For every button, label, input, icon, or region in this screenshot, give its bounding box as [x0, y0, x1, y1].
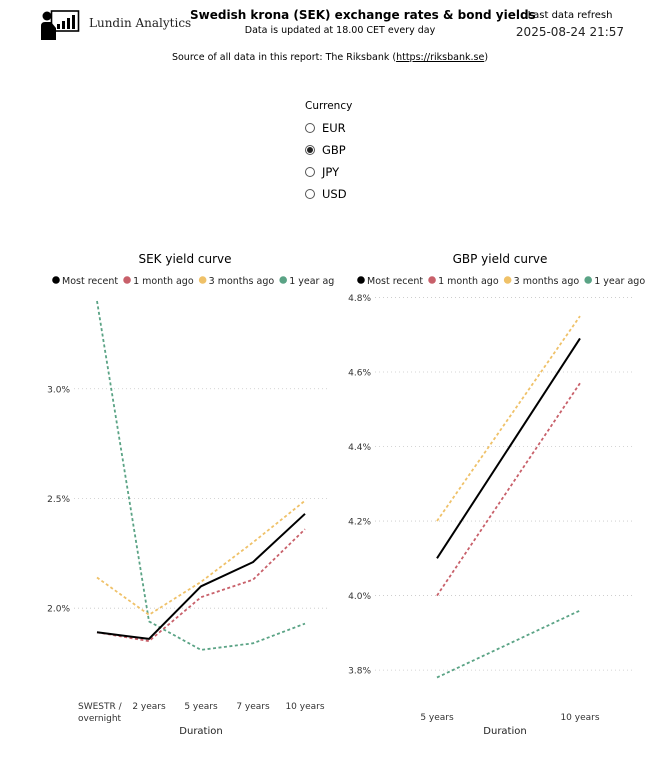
series-line-1-month-ago — [96, 528, 306, 643]
radio-button[interactable] — [305, 145, 315, 155]
radio-dot — [307, 125, 313, 131]
series-line-1-year-ago — [96, 300, 306, 651]
currency-option-label: JPY — [322, 165, 340, 179]
x-tick-label: 10 years — [285, 702, 324, 712]
y-tick-label: 2.0% — [47, 605, 70, 615]
y-tick-label: 2.5% — [47, 495, 70, 505]
legend-marker — [584, 276, 592, 284]
legend-marker — [357, 276, 365, 284]
legend-marker — [52, 276, 60, 284]
legend-marker — [123, 276, 131, 284]
x-tick-label: 10 years — [560, 713, 599, 723]
y-tick-label: 4.0% — [348, 592, 371, 602]
gbp-yield-curve-chart: Most recent 1 month ago 3 months ago 1 year… — [348, 276, 645, 737]
refresh-label: Last data refresh — [527, 10, 613, 21]
radio-button[interactable] — [305, 123, 315, 133]
legend-label: 3 months ago — [209, 276, 275, 287]
y-tick-label: 4.2% — [348, 518, 371, 528]
refresh-timestamp: 2025-08-24 21:57 — [515, 25, 625, 39]
source-link[interactable]: https://riksbank.se — [396, 52, 485, 63]
radio-dot — [307, 147, 313, 153]
sek-chart-title: SEK yield curve — [138, 252, 232, 266]
legend-marker — [279, 276, 287, 284]
brand-name: Lundin Analytics — [89, 16, 192, 30]
x-tick-label: SWESTR / overnight — [78, 702, 123, 724]
x-axis-title: Duration — [179, 726, 222, 737]
report-subtitle: Data is updated at 18.00 CET every day — [244, 25, 436, 36]
currency-label: Currency — [305, 100, 353, 112]
legend-label: 3 months ago — [514, 276, 580, 287]
currency-option-eur[interactable]: EUR — [305, 117, 425, 139]
y-tick-label: 4.4% — [348, 443, 371, 453]
legend-label: 1 year ago — [289, 276, 335, 287]
series-line-3-months-ago — [96, 499, 306, 616]
y-tick-label: 4.6% — [348, 368, 371, 378]
series-line-most-recent — [96, 513, 306, 640]
radio-button[interactable] — [305, 189, 315, 199]
report-title: Swedish krona (SEK) exchange rates & bon… — [190, 8, 536, 22]
source-suffix: ) — [484, 52, 489, 63]
sek-yield-curve-chart: Most recent 1 month ago 3 months ago 1 year… — [47, 276, 335, 737]
x-tick-label: 2 years — [132, 702, 166, 712]
x-tick-label: 5 years — [420, 713, 454, 723]
legend-label: Most recent — [62, 276, 118, 287]
series-line-1-year-ago — [436, 609, 581, 679]
radio-button[interactable] — [305, 167, 315, 177]
radio-dot — [307, 191, 313, 197]
x-tick-label: 5 years — [184, 702, 218, 712]
currency-option-jpy[interactable]: JPY — [305, 161, 425, 183]
radio-dot — [307, 169, 313, 175]
y-tick-label: 3.8% — [348, 667, 371, 677]
currency-slicer: Currency EUR GBP JPY USD — [305, 100, 425, 205]
series-line-1-month-ago — [436, 382, 581, 597]
x-tick-label: 7 years — [236, 702, 270, 712]
legend-marker — [198, 276, 207, 284]
legend-label: 1 year ago — [594, 276, 645, 287]
currency-option-label: GBP — [322, 143, 346, 157]
legend-marker — [428, 276, 436, 284]
x-axis-title: Duration — [483, 726, 526, 737]
legend-marker — [503, 276, 512, 284]
currency-option-label: USD — [322, 187, 347, 201]
currency-option-label: EUR — [322, 121, 346, 135]
legend-label: 1 month ago — [133, 276, 194, 287]
currency-option-gbp[interactable]: GBP — [305, 139, 425, 161]
source-prefix: Source of all data in this report: The R… — [171, 52, 397, 63]
y-tick-label: 3.0% — [47, 385, 70, 395]
presenter-chart-icon — [40, 9, 80, 41]
source-note: Source of all data in this report: The R… — [110, 52, 550, 63]
legend-label: 1 month ago — [438, 276, 499, 287]
y-tick-label: 4.8% — [348, 294, 371, 304]
gbp-chart-title: GBP yield curve — [452, 252, 548, 266]
legend-label: Most recent — [367, 276, 423, 287]
series-line-most-recent — [436, 337, 581, 559]
currency-option-usd[interactable]: USD — [305, 183, 425, 205]
